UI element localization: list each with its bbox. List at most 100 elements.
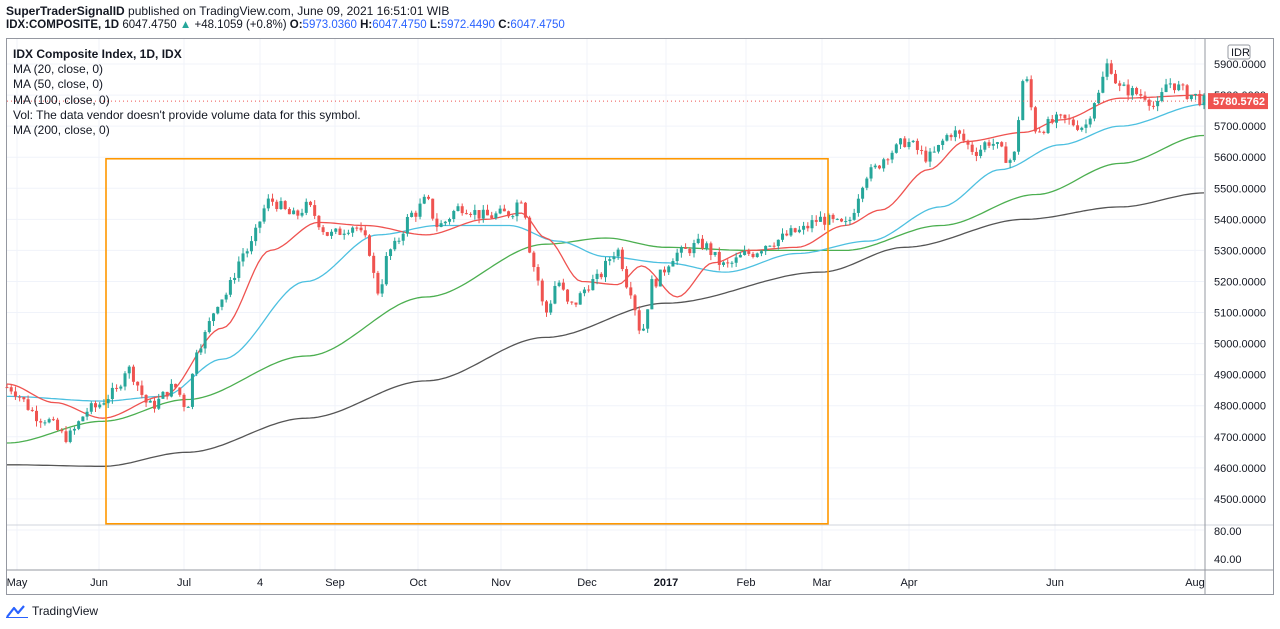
time-tick-label: Jun — [1046, 577, 1064, 589]
candle-body — [443, 221, 447, 224]
time-tick-label: Feb — [737, 577, 756, 589]
candle-body — [1012, 151, 1016, 161]
candle-body — [1092, 103, 1096, 119]
ma100-line[interactable] — [6, 134, 1205, 444]
candle-body — [249, 241, 253, 252]
candle-body — [806, 225, 810, 229]
candle-body — [620, 249, 624, 270]
candle-body — [127, 366, 131, 374]
candle-body — [359, 227, 363, 231]
candle-body — [789, 228, 793, 236]
candle-body — [456, 206, 460, 211]
tradingview-brand: TradingView — [32, 604, 99, 618]
candle-body — [81, 416, 85, 422]
candle-body — [1130, 88, 1134, 96]
candle-body — [1139, 94, 1143, 96]
candle-body — [300, 212, 304, 216]
candle-body — [1054, 114, 1058, 123]
price-tick-label: 5300.0000 — [1214, 245, 1266, 257]
candle-body — [481, 209, 485, 219]
candle-body — [713, 251, 717, 255]
candle-body — [549, 303, 553, 313]
candle-body — [646, 309, 650, 329]
last-price: 6047.4750 — [122, 19, 177, 31]
candle-body — [203, 332, 207, 349]
candle-body — [1126, 84, 1130, 96]
candle-body — [949, 135, 953, 138]
candle-body — [271, 198, 275, 202]
candle-body — [363, 230, 367, 236]
ma200-line[interactable] — [7, 192, 1205, 467]
candle-body — [355, 227, 359, 229]
tradingview-logo-icon — [6, 604, 28, 618]
author-name[interactable]: SuperTraderSignalID — [6, 4, 125, 18]
time-tick-label: Apr — [900, 577, 917, 589]
candle-body — [629, 287, 633, 296]
legend-ma20[interactable]: MA (20, close, 0) — [13, 62, 104, 77]
candle-body — [39, 421, 43, 423]
candle-body — [886, 159, 890, 161]
candle-body — [894, 144, 898, 153]
candle-body — [136, 381, 140, 386]
price-tick-label: 5600.0000 — [1214, 152, 1266, 164]
candle-body — [962, 133, 966, 141]
candle-body — [671, 261, 675, 267]
candle-body — [970, 144, 974, 152]
candle-body — [405, 216, 409, 234]
candle-body — [861, 187, 865, 199]
candle-body — [9, 387, 13, 392]
candle-body — [342, 233, 346, 235]
candle-body — [574, 302, 578, 305]
candle-body — [561, 282, 565, 290]
candle-body — [131, 366, 135, 382]
legend-ma50[interactable]: MA (50, close, 0) — [13, 77, 104, 92]
legend-ma200[interactable]: MA (200, close, 0) — [13, 123, 110, 138]
currency-box[interactable] — [1227, 44, 1251, 60]
candle-body — [519, 202, 523, 204]
candle-body — [431, 198, 435, 219]
candle-body — [650, 279, 654, 310]
candle-body — [667, 266, 671, 273]
candle-body — [207, 321, 211, 333]
footer-brand[interactable]: TradingView — [6, 604, 98, 618]
candle-body — [304, 201, 308, 213]
candle-body — [722, 262, 726, 265]
candle-body — [608, 259, 612, 261]
candle-body — [258, 221, 262, 228]
candle-body — [26, 399, 30, 410]
candle-body — [1168, 83, 1172, 85]
candle-body — [781, 233, 785, 240]
candle-body — [924, 150, 928, 162]
legend-ma100[interactable]: MA (100, close, 0) — [13, 92, 110, 107]
candle-body — [717, 251, 721, 265]
candle-body — [540, 280, 544, 302]
candle-body — [856, 198, 860, 213]
candle-body — [515, 202, 519, 217]
candle-body — [140, 385, 144, 395]
candle-body — [1156, 100, 1160, 107]
candle-body — [1088, 118, 1092, 125]
highlight-box[interactable] — [105, 157, 829, 525]
candle-body — [144, 394, 148, 403]
candle-body — [448, 218, 452, 222]
candle-body — [1046, 119, 1050, 133]
price-tick-label: 5700.0000 — [1214, 121, 1266, 133]
candle-body — [1050, 119, 1054, 123]
candle-body — [726, 262, 730, 264]
close-value: 6047.4750 — [510, 19, 565, 31]
candle-body — [785, 233, 789, 236]
legend-volume[interactable]: Vol: The data vendor doesn't provide vol… — [13, 107, 361, 122]
time-tick-label: May — [7, 577, 28, 589]
ma50-line[interactable] — [7, 103, 1205, 402]
open-value: 5973.0360 — [302, 19, 357, 31]
candle-body — [700, 238, 704, 249]
candle-body — [797, 229, 801, 233]
candle-body — [106, 399, 110, 404]
candle-body — [528, 217, 532, 253]
candle-body — [553, 285, 557, 304]
last-price-label: 5780.5762 — [1213, 96, 1265, 108]
candle-body — [254, 227, 258, 242]
candle-body — [98, 404, 102, 408]
chart-pane[interactable] — [6, 38, 1274, 595]
